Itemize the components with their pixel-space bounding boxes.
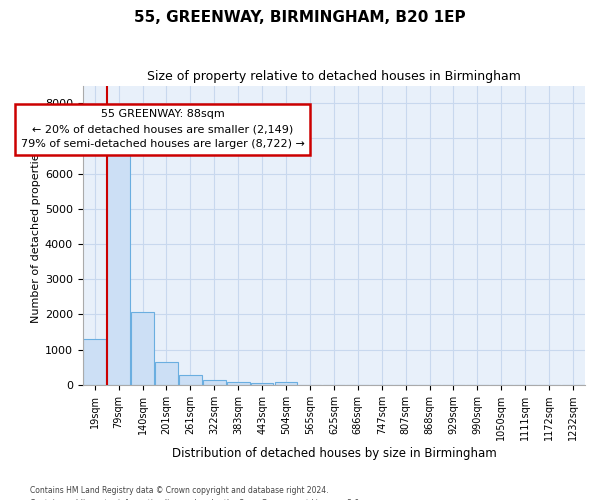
Bar xyxy=(155,362,178,385)
Bar xyxy=(251,382,274,385)
Text: 55, GREENWAY, BIRMINGHAM, B20 1EP: 55, GREENWAY, BIRMINGHAM, B20 1EP xyxy=(134,10,466,25)
Title: Size of property relative to detached houses in Birmingham: Size of property relative to detached ho… xyxy=(147,70,521,83)
Bar xyxy=(107,152,130,385)
Text: 55 GREENWAY: 88sqm
← 20% of detached houses are smaller (2,149)
79% of semi-deta: 55 GREENWAY: 88sqm ← 20% of detached hou… xyxy=(21,110,305,149)
Text: Contains HM Land Registry data © Crown copyright and database right 2024.: Contains HM Land Registry data © Crown c… xyxy=(30,486,329,495)
Bar xyxy=(83,339,106,385)
Bar xyxy=(203,380,226,385)
Text: Contains public sector information licensed under the Open Government Licence v3: Contains public sector information licen… xyxy=(30,498,362,500)
Bar xyxy=(131,312,154,385)
Bar xyxy=(275,382,298,385)
X-axis label: Distribution of detached houses by size in Birmingham: Distribution of detached houses by size … xyxy=(172,447,496,460)
Bar xyxy=(227,382,250,385)
Y-axis label: Number of detached properties: Number of detached properties xyxy=(31,148,41,323)
Bar xyxy=(179,375,202,385)
